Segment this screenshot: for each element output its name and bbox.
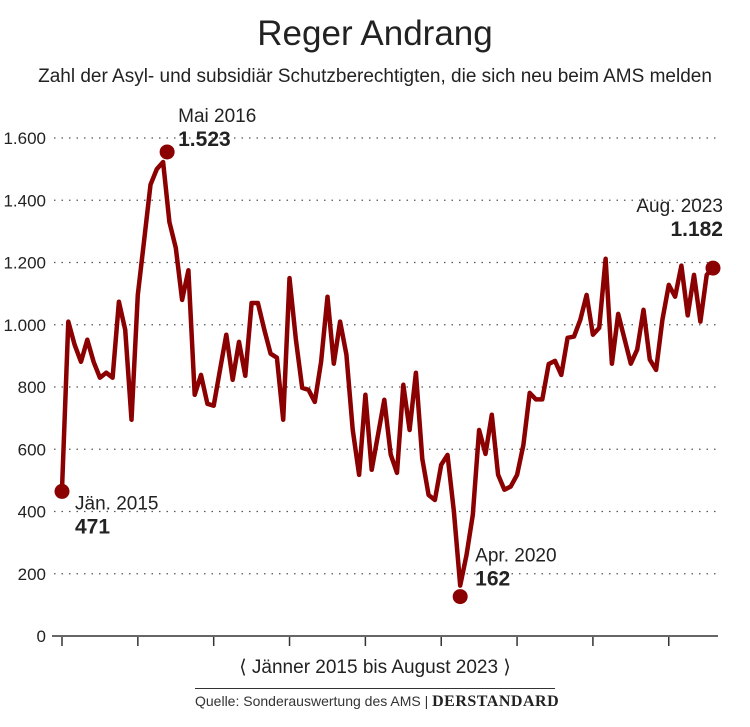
separator: | bbox=[424, 693, 429, 709]
annotation-value: 1.523 bbox=[178, 128, 231, 151]
data-line bbox=[59, 159, 715, 588]
chevron-right-icon: ⟩ bbox=[503, 657, 511, 678]
annotation-date: Aug. 2023 bbox=[636, 196, 723, 217]
chart-subtitle: Zahl der Asyl- und subsidiär Schutzberec… bbox=[38, 66, 712, 87]
annotation-value: 471 bbox=[75, 515, 110, 538]
annotation-value: 162 bbox=[475, 568, 510, 591]
annotation-date: Apr. 2020 bbox=[475, 546, 556, 567]
x-range-text: Jänner 2015 bis August 2023 bbox=[251, 657, 499, 678]
y-tick-label: 1.200 bbox=[3, 254, 46, 273]
y-tick-label: 600 bbox=[18, 440, 46, 459]
annotation-date: Mai 2016 bbox=[178, 106, 256, 127]
y-tick-label: 1.400 bbox=[3, 191, 46, 210]
annotation-marker bbox=[452, 589, 468, 605]
y-tick-label: 1.600 bbox=[3, 129, 46, 148]
annotation-marker bbox=[54, 483, 70, 499]
annotation-marker bbox=[705, 260, 721, 276]
annotation-date: Jän. 2015 bbox=[75, 493, 158, 514]
brand-logo: DERSTANDARD bbox=[432, 693, 560, 710]
y-tick-label: 400 bbox=[18, 503, 46, 522]
chevron-left-icon: ⟨ bbox=[239, 657, 247, 678]
chart-title: Reger Andrang bbox=[257, 14, 493, 53]
annotation-marker bbox=[159, 144, 175, 160]
source-text: Quelle: Sonderauswertung des AMS bbox=[195, 693, 421, 709]
x-range-label: ⟨ Jänner 2015 bis August 2023 ⟩ bbox=[0, 656, 750, 679]
y-tick-label: 800 bbox=[18, 378, 46, 397]
y-tick-label: 1.000 bbox=[3, 316, 46, 335]
source-footer: Quelle: Sonderauswertung des AMS | DERST… bbox=[195, 688, 559, 711]
y-tick-label: 0 bbox=[37, 627, 46, 646]
annotation-value: 1.182 bbox=[670, 218, 723, 241]
y-tick-label: 200 bbox=[18, 565, 46, 584]
